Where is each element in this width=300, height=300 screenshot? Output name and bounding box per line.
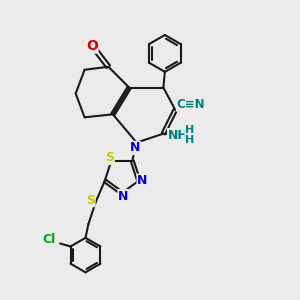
Text: H: H (185, 136, 194, 146)
Text: Cl: Cl (42, 233, 56, 246)
Text: H: H (185, 125, 194, 135)
Text: S: S (105, 152, 114, 164)
Text: C≡N: C≡N (176, 98, 205, 111)
Text: N: N (118, 190, 128, 202)
Text: NH₂: NH₂ (168, 129, 194, 142)
Text: S: S (86, 194, 95, 207)
Text: O: O (86, 39, 98, 53)
Text: N: N (130, 141, 140, 154)
Text: N: N (137, 174, 148, 187)
